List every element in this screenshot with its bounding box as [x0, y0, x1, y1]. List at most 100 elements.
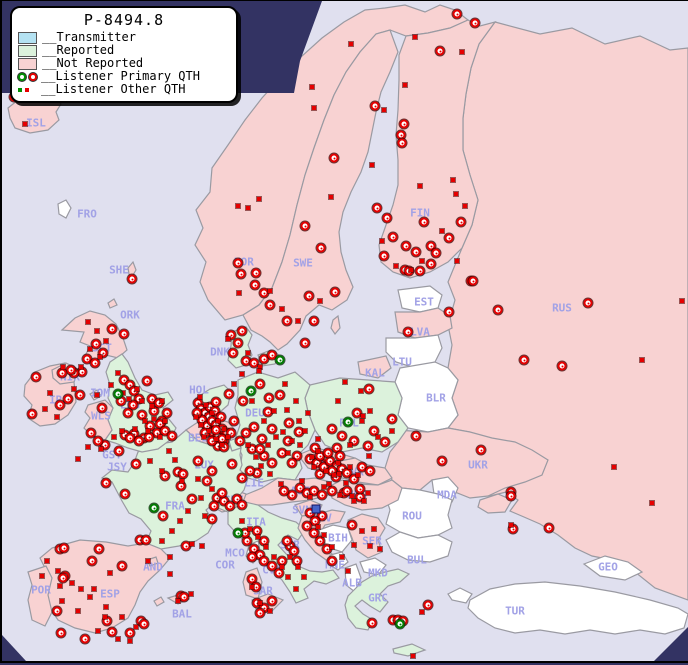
- listener-other-qth-marker: [133, 427, 137, 431]
- listener-other-qth-marker: [509, 523, 513, 527]
- listener-primary-qth-marker: [315, 536, 325, 546]
- green-ring-icon: [18, 72, 26, 81]
- listener-primary-qth-marker: [27, 409, 37, 419]
- listener-primary-qth-marker: [557, 361, 567, 371]
- listener-other-qth-marker: [274, 435, 278, 439]
- listener-primary-qth-marker: [399, 119, 409, 129]
- legend-row-transmitter: __Transmitter: [18, 31, 230, 44]
- listener-other-qth-marker: [72, 387, 76, 391]
- listener-other-qth-marker: [380, 239, 384, 243]
- listener-other-qth-marker: [612, 465, 616, 469]
- listener-primary-qth-marker: [86, 428, 96, 438]
- listener-other-qth-marker: [259, 464, 263, 468]
- country-label-cor: COR: [215, 558, 235, 572]
- listener-primary-qth-marker: [365, 466, 375, 476]
- listener-primary-qth-marker: [355, 492, 365, 502]
- listener-primary-qth-marker: [245, 466, 255, 476]
- listener-primary-qth-marker: [117, 561, 127, 571]
- listener-other-qth-marker: [167, 449, 171, 453]
- listener-primary-qth-marker: [181, 541, 191, 551]
- listener-primary-qth-marker: [292, 556, 302, 566]
- country-label-lie: LIE: [244, 476, 264, 490]
- listener-other-qth-marker: [258, 365, 262, 369]
- listener-primary-qth-marker: [207, 436, 217, 446]
- listener-primary-qth-marker: [506, 491, 516, 501]
- listener-primary-qth-marker: [235, 436, 245, 446]
- listener-primary-qth-marker: [252, 526, 262, 536]
- listener-other-qth-marker: [214, 437, 218, 441]
- listener-primary-qth-marker: [369, 426, 379, 436]
- listener-other-qth-marker: [146, 559, 150, 563]
- listener-primary-qth-marker: [125, 628, 135, 638]
- listener-primary-qth-marker: [119, 329, 129, 339]
- listener-other-qth-marker: [308, 495, 312, 499]
- listener-other-qth-marker: [163, 419, 167, 423]
- listener-primary-qth-marker: [349, 474, 359, 484]
- listener-other-qth-marker: [288, 555, 292, 559]
- listener-primary-qth-marker: [116, 396, 126, 406]
- listener-other-qth-marker: [316, 449, 320, 453]
- country-label-rus: RUS: [552, 301, 572, 315]
- listener-other-qth-marker: [455, 259, 459, 263]
- listener-other-qth-marker: [322, 533, 326, 537]
- listener-other-qth-marker: [207, 429, 211, 433]
- listener-primary-qth-marker: [251, 268, 261, 278]
- listener-other-qth-marker: [344, 481, 348, 485]
- country-por: [27, 565, 53, 627]
- listener-primary-qth-marker: [282, 536, 292, 546]
- listener-other-qth-marker: [352, 499, 356, 503]
- listener-other-qth-marker: [160, 539, 164, 543]
- listener-primary-qth-marker: [267, 458, 277, 468]
- country-svk: [334, 457, 393, 486]
- listener-primary-qth-marker: [370, 101, 380, 111]
- listener-primary-qth-marker: [357, 462, 367, 472]
- listener-primary-qth-marker: [129, 386, 139, 396]
- green-square-icon: [18, 87, 22, 92]
- listener-primary-qth-marker: [265, 300, 275, 310]
- listener-primary-qth-marker: [229, 416, 239, 426]
- listener-other-qth-marker: [361, 414, 365, 418]
- listener-other-qth-marker: [368, 409, 372, 413]
- listener-other-qth-marker: [76, 457, 80, 461]
- country-ser: [347, 513, 386, 559]
- listener-primary-qth-marker: [31, 372, 41, 382]
- listener-primary-qth-marker: [249, 358, 259, 368]
- listener-other-qth-marker: [330, 545, 334, 549]
- listener-other-qth-marker: [95, 329, 99, 333]
- listener-primary-qth-marker: [315, 469, 325, 479]
- listener-primary-qth-marker: [82, 354, 92, 364]
- listener-primary-qth-marker: [123, 408, 133, 418]
- listener-other-qth-marker: [199, 496, 203, 500]
- listener-primary-qth-marker: [167, 431, 177, 441]
- country-label-rou: ROU: [402, 509, 422, 523]
- listener-other-qth-marker: [420, 610, 424, 614]
- listener-primary-qth-reported-marker: [113, 389, 123, 399]
- listener-primary-qth-marker: [97, 403, 107, 413]
- listener-primary-qth-marker: [300, 221, 310, 231]
- listener-primary-qth-marker: [419, 217, 429, 227]
- listener-primary-qth-marker: [237, 500, 247, 510]
- listener-primary-qth-marker: [93, 436, 103, 446]
- listener-primary-qth-marker: [139, 619, 149, 629]
- listener-primary-qth-marker: [128, 400, 138, 410]
- listener-primary-qth-marker: [211, 425, 221, 435]
- listener-other-qth-marker: [329, 195, 333, 199]
- island-gotland: [330, 314, 341, 336]
- listener-primary-qth-marker: [149, 406, 159, 416]
- listener-other-qth-marker: [338, 493, 342, 497]
- listener-primary-qth-marker: [255, 379, 265, 389]
- listener-primary-qth-marker: [137, 410, 147, 420]
- listener-primary-qth-marker: [444, 233, 454, 243]
- listener-other-qth-marker: [99, 447, 103, 451]
- listener-primary-qth-marker: [219, 496, 229, 506]
- listener-primary-qth-marker: [327, 486, 337, 496]
- listener-primary-qth-marker: [120, 489, 130, 499]
- listener-other-qth-marker: [216, 419, 220, 423]
- listener-other-qth-marker: [98, 355, 102, 359]
- listener-other-qth-marker: [343, 380, 347, 384]
- listener-primary-qth-marker: [267, 596, 277, 606]
- listener-primary-qth-marker: [56, 628, 66, 638]
- listener-other-qth-marker: [103, 615, 107, 619]
- listener-other-qth-marker: [268, 472, 272, 476]
- listener-primary-qth-marker: [209, 501, 219, 511]
